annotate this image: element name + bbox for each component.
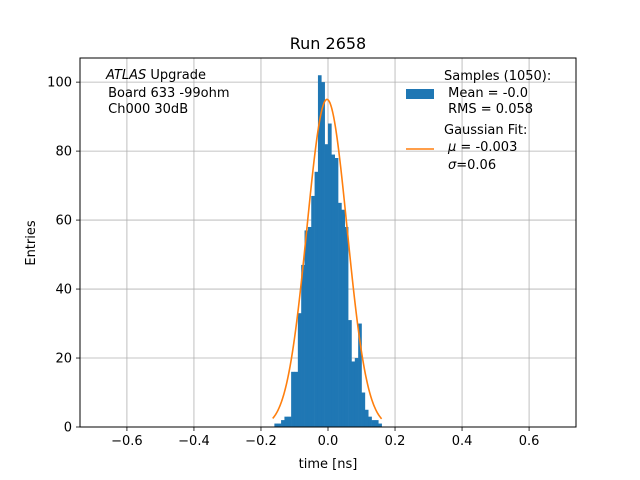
histogram-bar [338, 202, 342, 427]
legend-samples-label: Samples (1050): [444, 69, 551, 84]
x-tick-label: 0.6 [519, 434, 540, 449]
histogram-bars [274, 75, 382, 428]
histogram-bar [334, 158, 339, 427]
y-tick-label: 60 [55, 214, 72, 229]
legend-fit-sigma-value: =0.06 [456, 158, 496, 173]
histogram-bar [294, 371, 299, 427]
y-axis-label: Entries [24, 220, 39, 266]
x-axis-label: time [ns] [299, 457, 358, 472]
legend-samples-mean: Mean = -0.0 [444, 86, 528, 101]
histogram-bar [314, 171, 319, 427]
histogram-bar [328, 123, 332, 427]
histogram-bar [284, 416, 289, 427]
x-tick-label: 0.4 [452, 434, 473, 449]
histogram-bar [351, 361, 356, 427]
svg-text:ATLAS Upgrade: ATLAS Upgrade [105, 68, 206, 83]
histogram-bar [281, 420, 285, 427]
histogram-bar [321, 82, 325, 427]
legend-samples-rms: RMS = 0.058 [444, 102, 533, 117]
histogram-bar [301, 264, 305, 427]
experiment-suffix: Upgrade [146, 68, 206, 83]
histogram-bar [304, 230, 309, 427]
histogram-bar [344, 226, 349, 427]
histogram-bar [368, 416, 372, 427]
histogram-bar [361, 392, 366, 427]
svg-text:σ=0.06: σ=0.06 [448, 158, 496, 173]
experiment-annotation: ATLAS Upgrade Board 633 -99ohm Ch000 30d… [104, 68, 230, 117]
board-label: Board 633 -99ohm [104, 86, 230, 101]
histogram-bar [317, 75, 322, 428]
experiment-name: ATLAS [105, 68, 146, 83]
svg-text:μ = -0.003: μ = -0.003 [447, 140, 517, 155]
histogram-bar [364, 409, 369, 427]
x-tick-label: 0.0 [318, 434, 339, 449]
legend-histogram-swatch [406, 89, 434, 99]
legend-fit-label: Gaussian Fit: [444, 123, 527, 138]
legend: Samples (1050): Mean = -0.0 RMS = 0.058 … [406, 69, 551, 173]
chart-title: Run 2658 [290, 34, 366, 53]
y-tick-label: 80 [55, 145, 72, 160]
y-tick-label: 40 [55, 283, 72, 298]
x-tick-label: −0.2 [245, 434, 277, 449]
histogram-bar [371, 420, 376, 427]
histogram-bar [274, 423, 279, 427]
histogram-bar [348, 320, 352, 427]
grid-lines [80, 58, 576, 428]
histogram-bar [378, 423, 382, 427]
x-tick-label: −0.4 [178, 434, 210, 449]
histogram-bar [307, 226, 312, 427]
legend-fit-sigma-symbol: σ [448, 158, 457, 173]
channel-label: Ch000 30dB [104, 102, 188, 117]
histogram-bar [311, 195, 315, 427]
legend-fit-mu-value: = -0.003 [456, 140, 517, 155]
histogram-bar [341, 209, 346, 427]
gaussian-fit [272, 98, 383, 420]
histogram-bar [354, 358, 359, 427]
legend-fit-mu-symbol: μ [447, 140, 456, 155]
x-tick-label: 0.2 [385, 434, 406, 449]
y-tick-label: 0 [64, 421, 72, 436]
histogram-bar [291, 371, 295, 427]
y-tick-label: 100 [47, 76, 72, 91]
histogram-bar [297, 313, 302, 427]
histogram-bar [277, 423, 282, 427]
y-tick-label: 20 [55, 352, 72, 367]
histogram-bar [374, 420, 379, 427]
histogram-bar [331, 154, 336, 428]
x-axis-ticks: −0.6 −0.4 −0.2 0.0 0.2 0.4 0.6 [111, 427, 539, 449]
histogram-bar [358, 323, 362, 427]
fit-curve [272, 98, 383, 420]
histogram-bar [287, 416, 292, 427]
x-tick-label: −0.6 [111, 434, 143, 449]
histogram-bar [324, 144, 329, 427]
y-axis-ticks: 0 20 40 60 80 100 [47, 76, 80, 436]
